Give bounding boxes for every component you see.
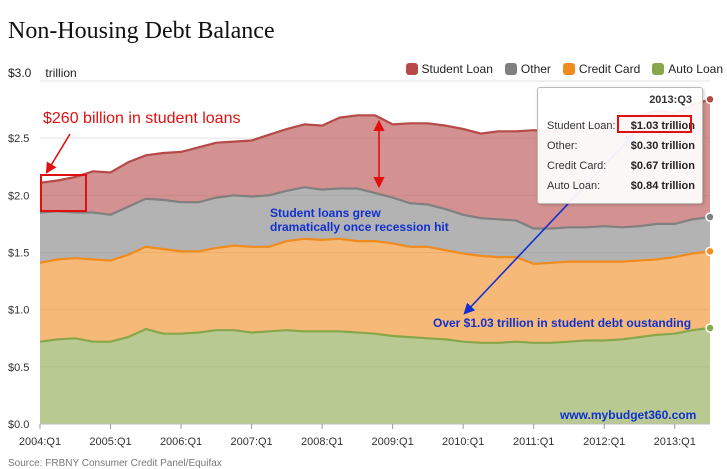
tooltip-value-other: $0.30 trillion — [630, 140, 695, 152]
source-note: Source: FRBNY Consumer Credit Panel/Equi… — [8, 458, 222, 469]
tooltip-label-credit: Credit Card: — [547, 160, 607, 172]
y-tick-label: $2.0 — [8, 190, 29, 202]
legend-item-student-loan[interactable]: Student Loan — [405, 62, 493, 76]
x-tick-label: 2009:Q1 — [372, 436, 414, 448]
legend-swatch — [405, 63, 418, 75]
y-tick-label: $1.5 — [8, 248, 29, 260]
line-auto-loan — [39, 326, 711, 344]
legend-item-credit-card[interactable]: Credit Card — [562, 62, 641, 76]
tooltip-label-student: Student Loan: — [547, 120, 616, 132]
tooltip-row-other: Other: $0.30 trillion — [547, 140, 695, 152]
y-unit-value: $3.0 — [8, 66, 32, 80]
tooltip-date: 2013:Q3 — [649, 94, 692, 106]
tooltip-row-student: Student Loan: $1.03 trillion — [547, 120, 695, 132]
student-260-box — [40, 174, 87, 212]
page-title: Non-Housing Debt Balance — [8, 18, 275, 44]
x-tick-label: 2012:Q1 — [583, 436, 625, 448]
x-tick-label: 2008:Q1 — [301, 436, 343, 448]
tooltip: 2013:Q3 Student Loan: $1.03 trillion Oth… — [537, 87, 703, 204]
legend-item-auto-loan[interactable]: Auto Loan — [652, 62, 723, 76]
y-tick-label: $0.0 — [8, 419, 29, 431]
y-tick-label: $2.5 — [8, 133, 29, 145]
legend-label: Student Loan — [421, 62, 493, 76]
x-tick-label: 2013:Q1 — [654, 436, 696, 448]
tooltip-label-auto: Auto Loan: — [547, 180, 601, 192]
legend-swatch — [652, 63, 665, 75]
x-tick-label: 2011:Q1 — [513, 436, 554, 448]
legend-label: Other — [520, 62, 551, 76]
over-103-annotation: Over $1.03 trillion in student debt oust… — [433, 316, 691, 330]
y-tick-label: $0.5 — [8, 362, 29, 374]
tooltip-highlight-box — [617, 115, 692, 133]
legend-swatch — [504, 63, 517, 75]
y-axis-ticks: $0.0 $0.5 $1.0 $1.5 $2.0 $2.5 — [8, 133, 29, 431]
end-point-auto-loan[interactable] — [705, 323, 715, 333]
website-annotation: www.mybudget360.com — [559, 408, 696, 422]
annotations: $260 billion in student loans Student lo… — [40, 110, 696, 422]
y-unit-text: trillion — [45, 66, 77, 80]
legend: Student Loan Other Credit Card Auto Loan — [405, 62, 723, 76]
x-tick-label: 2007:Q1 — [230, 436, 272, 448]
end-point-credit-card[interactable] — [705, 246, 715, 257]
student-260-annotation: $260 billion in student loans — [43, 110, 240, 127]
legend-label: Credit Card — [578, 62, 641, 76]
tooltip-row-credit: Credit Card: $0.67 trillion — [547, 160, 695, 172]
y-tick-label: $1.0 — [8, 305, 29, 317]
end-point-other[interactable] — [705, 212, 715, 222]
x-tick-label: 2010:Q1 — [442, 436, 484, 448]
student-260-arrow — [45, 133, 71, 174]
legend-item-other[interactable]: Other — [504, 62, 551, 76]
x-tick-label: 2004:Q1 — [19, 436, 61, 448]
recession-annotation-line1: Student loans grew — [270, 206, 381, 220]
y-unit-label: $3.0 trillion — [8, 66, 77, 80]
tooltip-row-auto: Auto Loan: $0.84 trillion — [547, 180, 695, 192]
x-axis-ticks: 2004:Q1 2005:Q1 2006:Q1 2007:Q1 2008:Q1 2009:… — [19, 423, 710, 448]
tooltip-label-other: Other: — [547, 140, 578, 152]
tooltip-value-auto: $0.84 trillion — [630, 180, 695, 192]
tooltip-value-credit: $0.67 trillion — [630, 160, 695, 172]
tooltip-value-student: $1.03 trillion — [630, 120, 695, 132]
area-auto-loan — [40, 328, 710, 424]
legend-label: Auto Loan — [668, 62, 723, 76]
legend-swatch — [562, 63, 575, 75]
x-tick-label: 2005:Q1 — [89, 436, 131, 448]
end-points — [705, 94, 715, 333]
recession-annotation-line2: dramatically once recession hit — [270, 220, 449, 234]
end-point-student-loan[interactable] — [705, 94, 715, 105]
x-tick-label: 2006:Q1 — [160, 436, 202, 448]
